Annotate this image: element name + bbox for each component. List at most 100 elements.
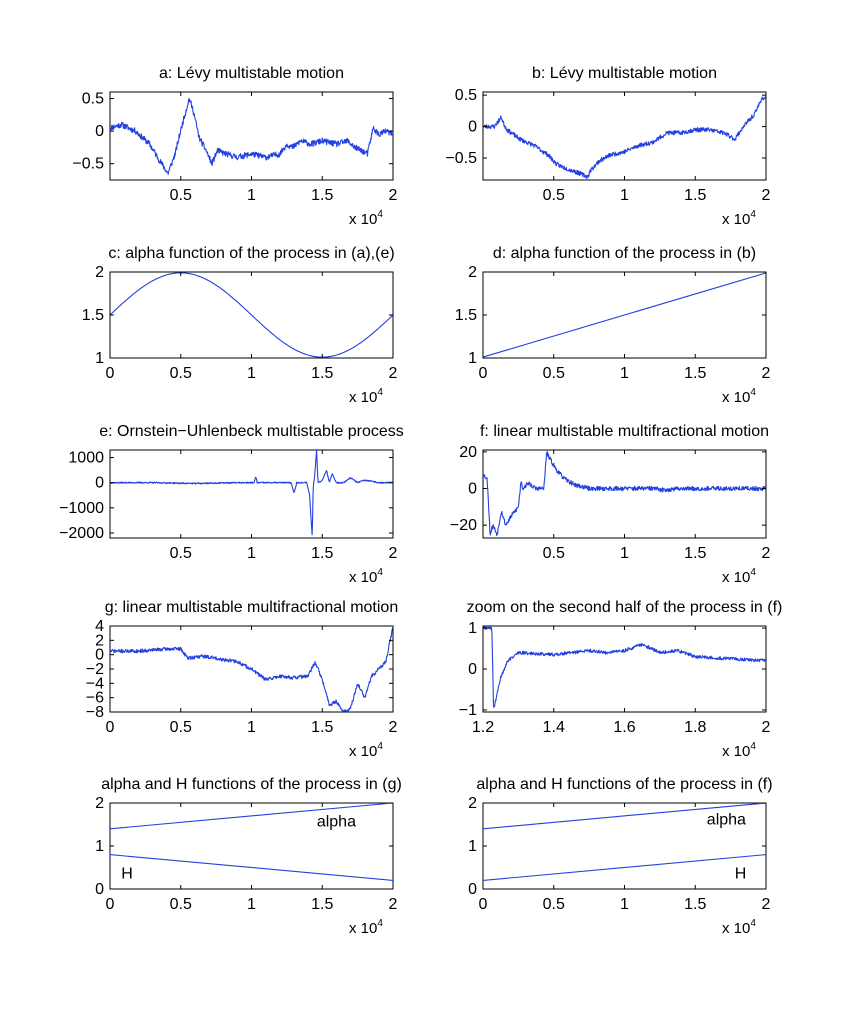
x-tick-label: 0 bbox=[106, 896, 115, 913]
y-tick-label: 0 bbox=[95, 475, 104, 492]
x-tick-label: 0 bbox=[479, 896, 488, 913]
x-tick-label: 1.4 bbox=[543, 719, 565, 736]
axes-frame bbox=[109, 802, 394, 890]
x-tick-label: 1 bbox=[247, 365, 256, 382]
y-tick-label: 0.5 bbox=[455, 87, 477, 104]
y-tick-label: 1 bbox=[468, 350, 477, 367]
series-path-line bbox=[483, 626, 766, 708]
x-tick-label: 0.5 bbox=[543, 187, 565, 204]
y-tick-label: −2000 bbox=[59, 525, 104, 542]
series-group bbox=[483, 272, 766, 358]
y-tick-label: 1 bbox=[468, 838, 477, 855]
x-tick-label: 1 bbox=[620, 896, 629, 913]
y-tick-label: 0 bbox=[95, 123, 104, 140]
y-tick-label: −8 bbox=[86, 704, 104, 721]
x-tick-label: 0.5 bbox=[543, 545, 565, 562]
panel-j: 0 0.5 1 1.5 2 2 1 0 alpha and H functions of the… bbox=[468, 776, 772, 937]
x-tick-label: 2 bbox=[762, 365, 771, 382]
x-tick-label: 1.8 bbox=[684, 719, 706, 736]
x-multiplier: x 104 bbox=[349, 387, 383, 406]
y-tick-label: −1 bbox=[459, 702, 477, 719]
x-multiplier-base: x 10 bbox=[722, 569, 750, 586]
x-tick-label: 0.5 bbox=[170, 187, 192, 204]
x-tick-label: 2 bbox=[762, 545, 771, 562]
x-multiplier: x 104 bbox=[722, 209, 756, 228]
y-tick-label: 1000 bbox=[68, 450, 104, 467]
x-multiplier: x 104 bbox=[349, 567, 383, 586]
x-multiplier: x 104 bbox=[349, 918, 383, 937]
panel-title: e: Ornstein−Uhlenbeck multistable proces… bbox=[99, 423, 404, 440]
x-multiplier-exponent: 4 bbox=[750, 918, 756, 929]
panel-d: 0 0.5 1 1.5 2 2 1.5 1 d: alpha function of the p… bbox=[455, 245, 771, 406]
axes-frame bbox=[482, 91, 767, 181]
x-multiplier-base: x 10 bbox=[349, 743, 377, 760]
x-multiplier-exponent: 4 bbox=[750, 387, 756, 398]
series-path-line bbox=[110, 627, 393, 712]
series-H-line bbox=[483, 854, 766, 881]
x-tick-label: 1.6 bbox=[613, 719, 635, 736]
x-multiplier-base: x 10 bbox=[722, 389, 750, 406]
x-multiplier-base: x 10 bbox=[349, 920, 377, 937]
x-tick-label: 0.5 bbox=[170, 365, 192, 382]
x-multiplier: x 104 bbox=[722, 387, 756, 406]
x-multiplier-exponent: 4 bbox=[377, 567, 383, 578]
x-tick-label: 1.5 bbox=[684, 896, 706, 913]
annotation-alpha: alpha bbox=[707, 812, 746, 829]
x-tick-label: 2 bbox=[389, 896, 398, 913]
y-tick-label: 2 bbox=[95, 632, 104, 649]
x-multiplier-exponent: 4 bbox=[750, 741, 756, 752]
panel-title: alpha and H functions of the process in … bbox=[101, 776, 402, 793]
series-path-line bbox=[483, 450, 766, 536]
x-tick-label: 1.5 bbox=[311, 545, 333, 562]
x-tick-label: 1.5 bbox=[684, 365, 706, 382]
x-multiplier-exponent: 4 bbox=[377, 209, 383, 220]
x-tick-label: 1.5 bbox=[684, 545, 706, 562]
y-tick-label: 1.5 bbox=[455, 307, 477, 324]
y-tick-label: 0 bbox=[468, 881, 477, 898]
x-multiplier-base: x 10 bbox=[722, 743, 750, 760]
panel-title: f: linear multistable multifractional mo… bbox=[480, 423, 769, 440]
y-tick-label: −1000 bbox=[59, 500, 104, 517]
y-tick-label: −4 bbox=[86, 675, 104, 692]
series-group bbox=[110, 272, 393, 358]
y-tick-label: 2 bbox=[468, 264, 477, 281]
x-multiplier-base: x 10 bbox=[722, 920, 750, 937]
axes-frame bbox=[482, 625, 767, 713]
x-multiplier-exponent: 4 bbox=[750, 209, 756, 220]
x-multiplier-exponent: 4 bbox=[377, 741, 383, 752]
series-group bbox=[110, 450, 393, 536]
series-alpha-line bbox=[483, 803, 766, 830]
x-tick-label: 1.5 bbox=[311, 187, 333, 204]
axes-frame bbox=[109, 91, 394, 181]
panel-title: c: alpha function of the process in (a),… bbox=[108, 245, 394, 262]
x-multiplier: x 104 bbox=[722, 567, 756, 586]
panel-a: 0.5 1 1.5 2 0.5 0 −0.5 a: Lévy multistable moti… bbox=[72, 65, 397, 228]
series-alpha-line bbox=[110, 803, 393, 830]
x-tick-label: 1.5 bbox=[311, 365, 333, 382]
y-tick-label: 2 bbox=[95, 795, 104, 812]
panel-title: b: Lévy multistable motion bbox=[532, 65, 717, 82]
y-tick-label: −0.5 bbox=[445, 150, 477, 167]
y-tick-label: 1 bbox=[468, 620, 477, 637]
panel-i: 0 0.5 1 1.5 2 2 1 0 alpha and H functions of the… bbox=[95, 776, 402, 937]
y-tick-label: 1 bbox=[95, 838, 104, 855]
x-tick-label: 0.5 bbox=[543, 896, 565, 913]
axes-frame bbox=[482, 802, 767, 890]
panel-title: a: Lévy multistable motion bbox=[159, 65, 344, 82]
y-tick-label: 0 bbox=[468, 119, 477, 136]
x-multiplier-base: x 10 bbox=[349, 389, 377, 406]
axes-frame bbox=[109, 449, 394, 539]
series-group bbox=[110, 627, 393, 712]
y-tick-label: 0 bbox=[95, 647, 104, 664]
y-tick-label: 2 bbox=[468, 795, 477, 812]
y-tick-label: 20 bbox=[459, 444, 477, 461]
x-tick-label: 0.5 bbox=[170, 545, 192, 562]
x-tick-label: 2 bbox=[762, 187, 771, 204]
series-H-line bbox=[110, 854, 393, 881]
series-path-line bbox=[110, 450, 393, 536]
panel-b: 0.5 1 1.5 2 0.5 0 −0.5 b: Lévy multistable moti… bbox=[445, 65, 770, 228]
annotation-h: H bbox=[735, 865, 747, 882]
x-tick-label: 1 bbox=[247, 187, 256, 204]
panel-title: d: alpha function of the process in (b) bbox=[493, 245, 756, 262]
annotation-alpha: alpha bbox=[317, 814, 356, 831]
